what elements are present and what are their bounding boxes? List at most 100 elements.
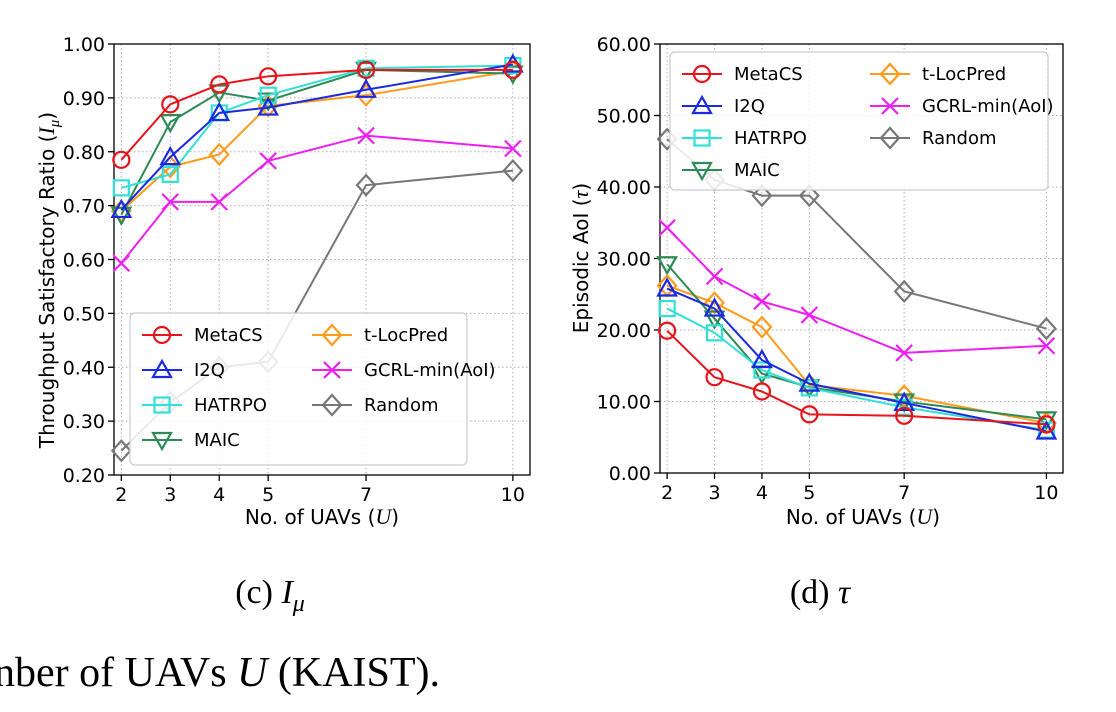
data-point <box>208 84 231 104</box>
x-tick-label: 5 <box>262 484 274 506</box>
legend-label: MAIC <box>734 160 780 181</box>
data-point <box>658 299 676 318</box>
chart2-x-axis-label: No. of UAVs (U) <box>786 504 940 529</box>
legend-box <box>669 51 1049 191</box>
series-line <box>121 64 513 189</box>
y-tick-label: 10.00 <box>597 392 651 414</box>
series-line <box>120 68 513 216</box>
series-gcrl-min-aoi- <box>112 126 522 273</box>
legend-marker <box>151 358 173 379</box>
data-point <box>208 101 231 122</box>
series-line <box>666 330 1047 426</box>
x-tick-label: 2 <box>661 482 673 504</box>
data-point <box>355 173 377 197</box>
data-point <box>159 114 182 134</box>
data-point <box>110 439 132 463</box>
x-tick-label: 10 <box>501 484 525 506</box>
data-point <box>504 139 522 158</box>
data-point <box>893 279 915 304</box>
data-point <box>658 218 676 237</box>
chart2-legend: MetaCS I2Q HATRPO MAIC t-LocPred GCRL-min(AoI… <box>669 51 1054 191</box>
data-point <box>208 142 230 167</box>
data-point <box>705 368 724 387</box>
data-point <box>357 126 375 145</box>
chart-episodic-aoi: 0.00 10.00 20.00 30.00 40.00 50.00 60.00 2 3 4 5 7… <box>568 34 1064 611</box>
legend-marker <box>879 126 901 150</box>
data-point <box>501 65 524 85</box>
data-point <box>800 306 819 324</box>
x-tick-label: 3 <box>164 484 176 506</box>
x-tick-label: 10 <box>1034 482 1058 504</box>
chart1-x-ticks: 2 3 4 5 7 10 <box>115 475 525 506</box>
legend-label: GCRL-min(AoI) <box>922 96 1054 117</box>
legend-label: GCRL-min(AoI) <box>364 360 496 381</box>
data-point <box>503 60 522 79</box>
legend-marker <box>321 323 343 347</box>
data-point <box>658 321 677 340</box>
legend-marker <box>691 161 713 182</box>
series-metacs <box>112 60 522 169</box>
data-point <box>753 292 771 311</box>
y-tick-label: 0.30 <box>63 411 105 433</box>
y-tick-label: 0.80 <box>63 142 105 164</box>
x-tick-label: 7 <box>898 482 910 504</box>
chart2-y-ticks: 0.00 10.00 20.00 30.00 40.00 50.00 60.00 <box>597 34 660 485</box>
y-tick-label: 0.20 <box>63 465 105 487</box>
y-tick-label: 0.90 <box>63 88 105 110</box>
data-point <box>161 193 180 211</box>
chart1-x-axis-label: No. of UAVs (U) <box>245 504 399 529</box>
legend-marker <box>691 94 713 115</box>
data-point <box>895 406 914 425</box>
data-point <box>161 95 180 114</box>
legend-marker <box>879 62 901 86</box>
chart-throughput-ratio: 0.20 0.30 0.40 0.50 0.60 0.70 0.80 0.90 1.00 2 3 4… <box>34 34 531 617</box>
legend-marker <box>693 129 711 147</box>
legend-entry: Random <box>870 126 997 150</box>
series-gcrl-min-aoi- <box>658 218 1056 362</box>
legend-entry: HATRPO <box>682 128 807 149</box>
legend-marker <box>692 64 712 84</box>
data-point <box>800 405 819 424</box>
data-point <box>893 384 915 408</box>
legend-label: t-LocPred <box>922 64 1006 85</box>
legend-label: t-LocPred <box>364 325 448 346</box>
legend-entry: MAIC <box>142 430 240 452</box>
data-point <box>703 310 726 330</box>
data-point <box>110 198 133 219</box>
legend-marker <box>881 97 899 115</box>
data-point <box>112 179 130 197</box>
data-point <box>656 256 678 276</box>
legend-label: I2Q <box>194 360 225 381</box>
data-point <box>703 297 726 317</box>
legend-entry: t-LocPred <box>312 323 448 347</box>
legend-label: HATRPO <box>194 395 267 416</box>
legend-label: MetaCS <box>194 325 263 346</box>
series-line <box>120 68 513 161</box>
data-point <box>1037 336 1056 355</box>
chart2-x-ticks: 2 3 4 5 7 10 <box>661 473 1058 504</box>
data-point <box>656 277 678 297</box>
legend-label: Random <box>364 395 439 416</box>
data-point <box>257 92 280 112</box>
legend-entry: I2Q <box>142 358 225 381</box>
chart1-caption: (c) Iμ <box>235 574 305 617</box>
data-point <box>751 315 773 339</box>
data-point <box>751 183 773 208</box>
data-point <box>1035 411 1058 431</box>
legend-marker <box>323 361 341 379</box>
data-point <box>705 324 724 342</box>
chart2-series <box>656 127 1058 440</box>
x-tick-label: 5 <box>803 482 815 504</box>
data-point <box>798 183 820 208</box>
legend-label: Random <box>922 128 997 149</box>
x-tick-label: 7 <box>360 484 372 506</box>
legend-label: HATRPO <box>734 128 807 149</box>
legend-marker <box>321 393 343 417</box>
y-tick-label: 0.60 <box>63 250 105 272</box>
series-line <box>666 284 1047 424</box>
data-point <box>112 150 131 169</box>
legend-label: MAIC <box>194 430 240 451</box>
legend-entry: Random <box>312 393 439 417</box>
x-tick-label: 4 <box>213 484 225 506</box>
data-point <box>356 60 376 79</box>
